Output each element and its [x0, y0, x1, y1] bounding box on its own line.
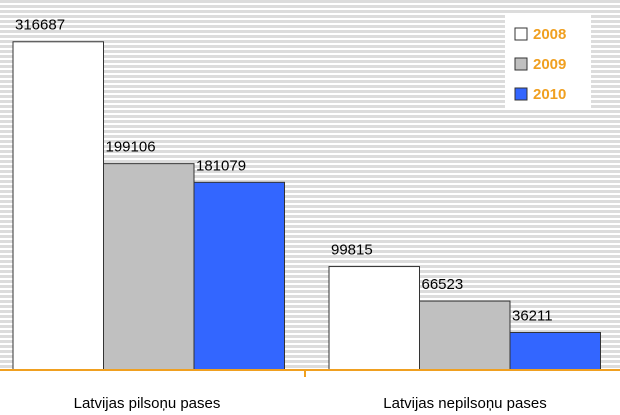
legend-label: 2009: [533, 56, 566, 73]
bar: [103, 163, 195, 371]
data-label: 181079: [196, 157, 246, 174]
bar: [193, 181, 285, 371]
data-label: 316687: [15, 17, 65, 34]
legend-swatch: [514, 27, 528, 41]
data-label: 66523: [422, 276, 464, 293]
bar: [328, 266, 420, 371]
bar: [12, 41, 104, 371]
bar: [509, 331, 601, 371]
x-tick-label: Latvijas nepilsoņu pases: [383, 395, 546, 412]
legend-swatch: [514, 87, 528, 101]
data-label: 99815: [331, 242, 373, 259]
legend-label: 2010: [533, 86, 566, 103]
data-label: 199106: [106, 139, 156, 156]
legend-swatch: [514, 57, 528, 71]
bar: [419, 300, 511, 371]
legend: 2008 2009 2010: [505, 14, 591, 110]
x-tick-label: Latvijas pilsoņu pases: [74, 395, 221, 412]
data-label: 36211: [512, 307, 553, 324]
legend-label: 2008: [533, 26, 566, 43]
